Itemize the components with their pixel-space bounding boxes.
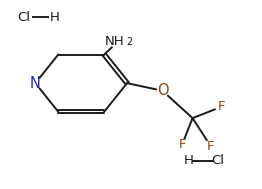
Text: F: F	[178, 138, 186, 151]
Text: H: H	[184, 154, 194, 167]
Text: F: F	[207, 140, 215, 153]
Text: F: F	[218, 100, 225, 113]
Text: H: H	[50, 11, 60, 23]
Text: Cl: Cl	[211, 154, 224, 167]
Text: 2: 2	[126, 37, 132, 47]
Text: N: N	[30, 76, 41, 91]
Text: O: O	[157, 83, 168, 98]
Text: Cl: Cl	[17, 11, 30, 23]
Text: NH: NH	[105, 35, 124, 48]
